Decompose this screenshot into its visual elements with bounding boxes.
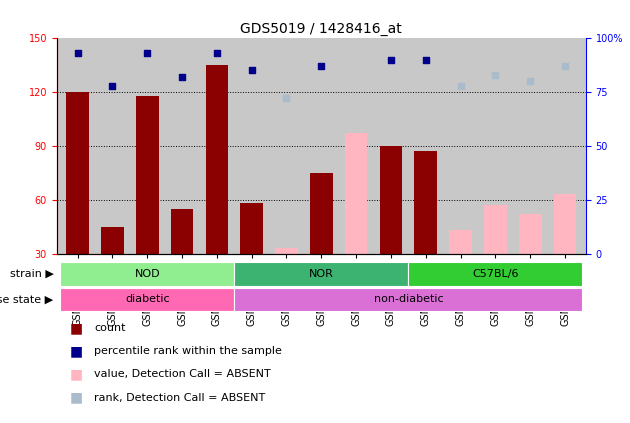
Bar	[449, 231, 472, 254]
Text: ■: ■	[69, 367, 83, 382]
Point	[282, 95, 292, 102]
Bar	[136, 96, 159, 254]
Bar	[415, 151, 437, 254]
Bar	[234, 262, 408, 286]
Text: percentile rank within the sample: percentile rank within the sample	[94, 346, 282, 356]
Point	[246, 67, 256, 74]
Point	[316, 63, 326, 69]
Title: GDS5019 / 1428416_at: GDS5019 / 1428416_at	[241, 22, 402, 36]
Bar	[380, 146, 402, 254]
Point	[142, 50, 152, 57]
Point	[72, 50, 83, 57]
Text: ■: ■	[69, 321, 83, 335]
Text: NOD: NOD	[134, 269, 160, 279]
Bar	[275, 248, 298, 254]
Point	[455, 82, 466, 89]
Point	[421, 56, 431, 63]
Text: value, Detection Call = ABSENT: value, Detection Call = ABSENT	[94, 369, 272, 379]
Bar	[171, 209, 193, 254]
Bar	[345, 133, 367, 254]
Bar	[408, 262, 582, 286]
Bar	[101, 227, 123, 254]
Text: ■: ■	[69, 344, 83, 358]
Text: strain ▶: strain ▶	[9, 269, 54, 279]
Point	[107, 82, 117, 89]
Point	[177, 74, 187, 80]
Bar	[484, 205, 507, 254]
Point	[212, 50, 222, 57]
Bar	[310, 173, 333, 254]
Text: ■: ■	[69, 390, 83, 405]
Text: diabetic: diabetic	[125, 294, 169, 304]
Bar	[554, 195, 576, 254]
Text: NOR: NOR	[309, 269, 334, 279]
Bar	[60, 288, 234, 311]
Bar	[234, 288, 582, 311]
Bar	[60, 262, 234, 286]
Point	[525, 78, 536, 85]
Text: C57BL/6: C57BL/6	[472, 269, 518, 279]
Text: non-diabetic: non-diabetic	[374, 294, 443, 304]
Point	[560, 63, 570, 69]
Bar	[205, 65, 228, 254]
Text: rank, Detection Call = ABSENT: rank, Detection Call = ABSENT	[94, 393, 266, 403]
Bar	[519, 214, 542, 254]
Bar	[241, 203, 263, 254]
Point	[386, 56, 396, 63]
Text: count: count	[94, 323, 126, 333]
Text: disease state ▶: disease state ▶	[0, 294, 54, 304]
Bar	[66, 92, 89, 254]
Point	[490, 71, 500, 78]
